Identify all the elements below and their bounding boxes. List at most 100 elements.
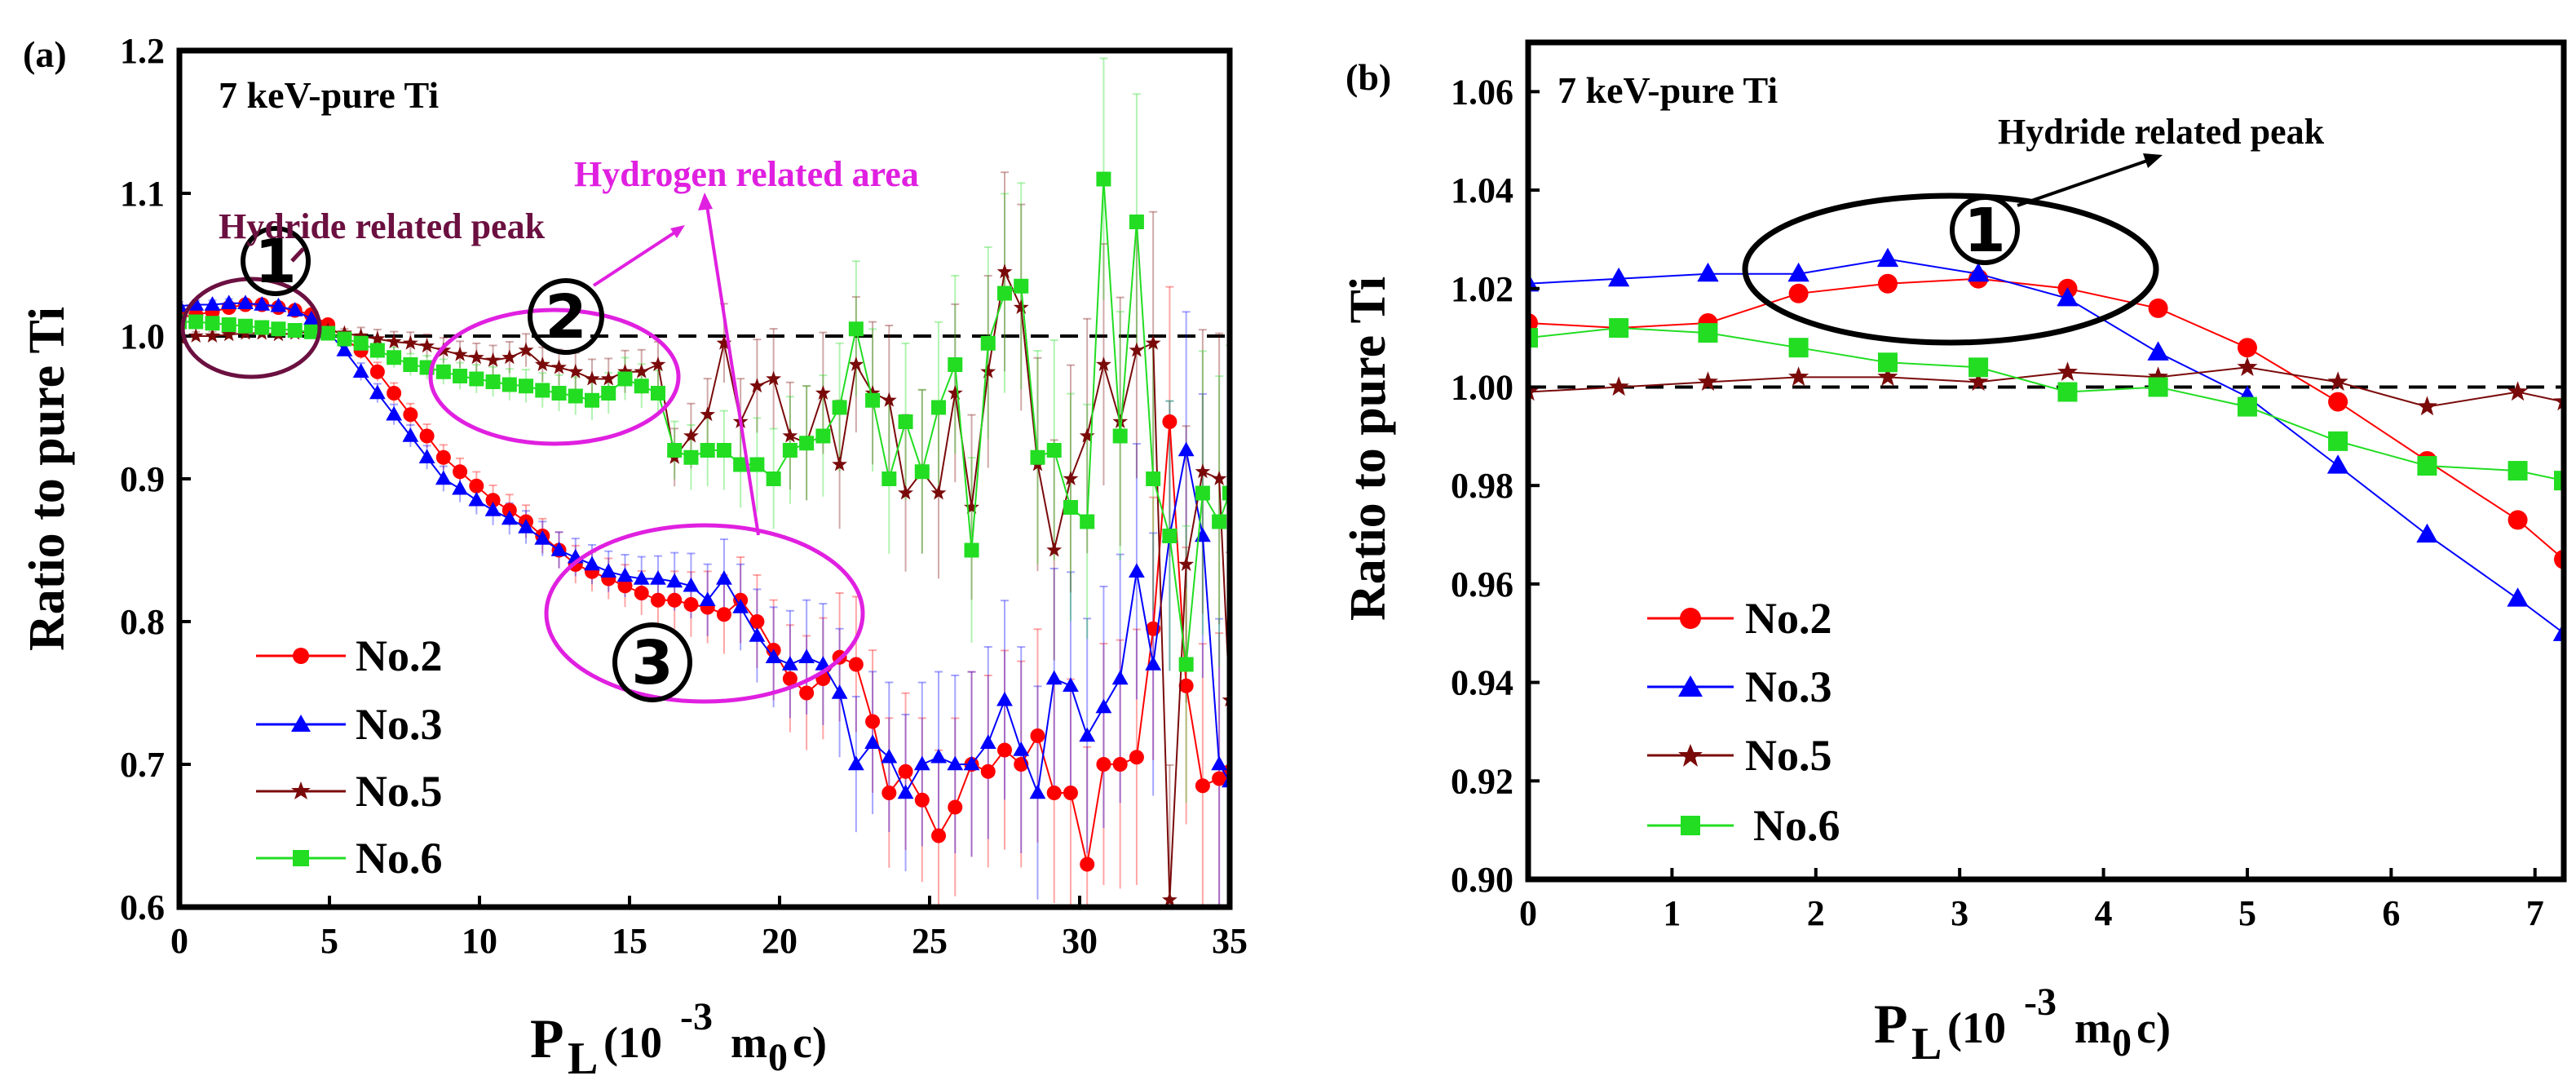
data-point-no6 bbox=[1046, 443, 1062, 458]
data-point-no3 bbox=[749, 627, 766, 642]
data-point-no6 bbox=[1129, 215, 1144, 229]
panel-b-ticks: 0 1 2 3 4 5 6 7 0.90 0.92 0.94 0.96 0.98 1.00 1.02 1.04… bbox=[1451, 72, 2544, 933]
panel-b: (b) 0 1 2 3 4 5 6 7 0.90 0.92 0.94 0.96 0.98 1.00 1.02… bbox=[1341, 39, 2567, 1069]
data-point-no6 bbox=[749, 457, 765, 472]
data-point-no2 bbox=[997, 742, 1012, 758]
data-point-no2 bbox=[898, 764, 913, 779]
data-point-no5 bbox=[534, 356, 550, 371]
data-point-no3 bbox=[930, 748, 947, 764]
data-point-no3 bbox=[584, 556, 600, 571]
data-point-no5 bbox=[634, 363, 650, 378]
data-point-no6 bbox=[1063, 500, 1078, 515]
data-point-no2 bbox=[716, 607, 731, 622]
data-point-no6 bbox=[1096, 171, 1111, 187]
data-point-no5 bbox=[188, 328, 204, 343]
data-point-no3 bbox=[781, 656, 798, 671]
data-point-no6 bbox=[683, 449, 699, 465]
x-tick-label: 30 bbox=[1062, 921, 1098, 961]
data-point-no2 bbox=[799, 685, 815, 701]
legend-label-no3: No.3 bbox=[356, 700, 443, 749]
data-point-no3 bbox=[386, 405, 403, 421]
data-point-no5 bbox=[683, 427, 699, 443]
data-point-no6 bbox=[799, 436, 815, 451]
panel-b-plot-frame bbox=[1525, 39, 2567, 883]
y-tick-label: 1.00 bbox=[1451, 367, 1513, 407]
data-point-no6 bbox=[519, 378, 534, 394]
panel-b-xlabel-unit-open: (10 bbox=[1947, 1003, 2006, 1052]
panel-a-legend: No.2 No.3 No.5 No.6 bbox=[256, 631, 443, 883]
data-point-no5 bbox=[848, 356, 864, 371]
data-point-no6 bbox=[320, 325, 336, 341]
data-point-no3 bbox=[2057, 287, 2079, 307]
legend-marker-no5 bbox=[291, 781, 311, 799]
data-point-no5 bbox=[2057, 361, 2078, 381]
circled-marker-3 bbox=[612, 622, 692, 702]
b-legend-label-no3: No.3 bbox=[1745, 662, 1832, 711]
data-point-no2 bbox=[683, 597, 699, 612]
panel-b-ylabel: Ratio to pure Ti bbox=[1341, 277, 1396, 621]
y-tick-label: 1.04 bbox=[1451, 170, 1513, 210]
y-tick-label: 0.8 bbox=[120, 602, 165, 642]
panel-a-xlabel-p: P bbox=[530, 1007, 564, 1069]
data-point-no3 bbox=[650, 570, 666, 585]
data-point-no2 bbox=[667, 592, 683, 608]
data-point-no3 bbox=[765, 649, 782, 663]
y-tick-label: 0.98 bbox=[1451, 466, 1513, 506]
data-point-no5 bbox=[369, 330, 386, 346]
data-point-no3 bbox=[534, 530, 551, 545]
data-point-no2 bbox=[469, 478, 484, 494]
circled-marker-2 bbox=[528, 278, 604, 355]
data-point-no2 bbox=[502, 502, 517, 518]
data-point-no6 bbox=[832, 400, 847, 415]
data-point-no2 bbox=[749, 614, 765, 629]
y-tick-label: 0.92 bbox=[1451, 761, 1513, 801]
x-tick-label: 35 bbox=[1212, 921, 1248, 961]
x-tick-label: 5 bbox=[320, 921, 338, 961]
panel-a-sample-label: 7 keV-pure Ti bbox=[219, 74, 439, 116]
data-point-no6 bbox=[403, 357, 418, 372]
data-point-no5 bbox=[1877, 366, 1898, 387]
data-point-no3 bbox=[452, 480, 468, 495]
legend-marker-no3 bbox=[291, 715, 311, 732]
data-point-no2 bbox=[881, 786, 897, 800]
data-point-no2 bbox=[2508, 510, 2528, 530]
hydride-arrow bbox=[290, 247, 305, 263]
data-point-no5 bbox=[600, 370, 616, 386]
data-point-no5 bbox=[898, 485, 913, 500]
legend-marker-no6 bbox=[293, 850, 309, 866]
panel-a-xlabel-unit-close: c) bbox=[793, 1018, 827, 1067]
data-point-no5 bbox=[996, 263, 1013, 279]
data-point-no3 bbox=[435, 470, 452, 485]
y-tick-label: 1.06 bbox=[1451, 72, 1513, 112]
series-line-no3 bbox=[1528, 258, 2564, 635]
data-point-no2 bbox=[1046, 786, 1062, 800]
data-point-no2 bbox=[2328, 392, 2348, 412]
data-point-no5 bbox=[864, 385, 881, 400]
data-point-no5 bbox=[1788, 366, 1809, 387]
hydrogen-arrowhead-2 bbox=[670, 225, 685, 238]
data-point-no3 bbox=[468, 491, 485, 507]
data-point-no3 bbox=[1145, 656, 1162, 671]
data-point-no6 bbox=[931, 400, 947, 415]
data-point-no3 bbox=[963, 755, 980, 771]
data-point-no2 bbox=[387, 386, 402, 401]
data-point-no3 bbox=[864, 734, 881, 749]
data-point-no5 bbox=[650, 356, 666, 371]
data-point-no6 bbox=[601, 386, 616, 401]
data-point-no5 bbox=[1112, 414, 1129, 428]
b-legend-label-no2: No.2 bbox=[1745, 594, 1832, 643]
data-point-no3 bbox=[1079, 727, 1096, 742]
panel-b-xlabel-m: m bbox=[2074, 1003, 2111, 1052]
y-tick-label: 0.6 bbox=[120, 888, 165, 927]
y-tick-label: 0.9 bbox=[120, 459, 165, 499]
data-point-no5 bbox=[1129, 342, 1145, 357]
x-tick-label: 6 bbox=[2382, 893, 2400, 933]
data-point-no6 bbox=[948, 357, 963, 372]
data-point-no5 bbox=[1195, 463, 1211, 479]
data-point-no5 bbox=[502, 349, 518, 365]
data-point-no3 bbox=[204, 296, 221, 311]
data-point-no6 bbox=[782, 443, 798, 458]
data-point-no3 bbox=[1045, 670, 1063, 685]
data-point-no2 bbox=[865, 714, 881, 729]
b-legend-marker-no2 bbox=[1680, 608, 1701, 629]
